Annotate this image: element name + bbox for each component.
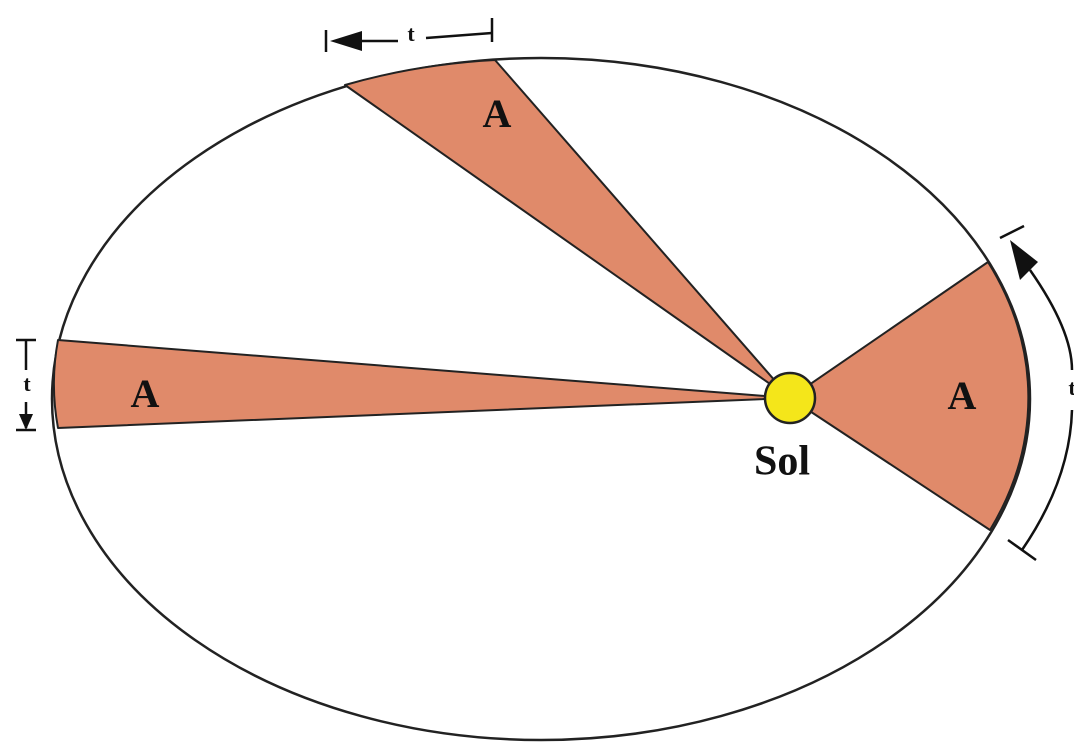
area-label: A <box>131 371 160 416</box>
interval-marker <box>324 18 494 52</box>
interval-marker <box>999 224 1074 562</box>
area-wedge <box>344 59 791 399</box>
area-wedge <box>789 261 1030 531</box>
area-label: A <box>483 91 512 136</box>
sun-label: Sol <box>754 439 810 485</box>
area-label: A <box>948 373 977 418</box>
interval-marker <box>16 338 36 432</box>
interval-label: t <box>1068 375 1074 400</box>
area-wedge <box>52 339 791 429</box>
sun <box>763 371 817 425</box>
interval-label: t <box>23 371 31 396</box>
interval-label: t <box>407 21 415 46</box>
